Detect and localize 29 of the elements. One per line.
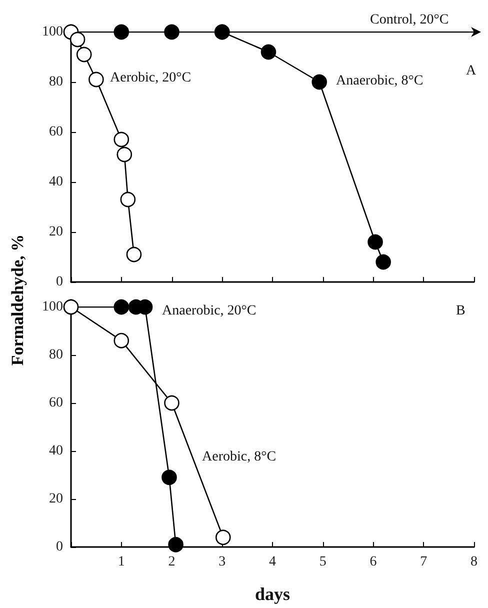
- y-tick-label: 100: [42, 300, 63, 314]
- x-tick-label: 2: [168, 554, 176, 570]
- x-tick-label: 4: [269, 554, 276, 570]
- text: Control, 20°C: [370, 12, 449, 28]
- annotation: A: [466, 64, 477, 78]
- x-tick-label: 8: [470, 554, 478, 570]
- annotation: B: [456, 304, 466, 318]
- x-tick-label: 7: [420, 554, 428, 570]
- x-axis-title: days: [254, 584, 290, 604]
- annotation: Anaerobic, 8°C: [336, 74, 424, 88]
- x-tick-label: 6: [370, 554, 377, 570]
- y-tick-label: 0: [56, 274, 63, 290]
- y-tick-label: 0: [56, 540, 63, 554]
- x-tick-label: 5: [319, 554, 326, 570]
- y-tick-label: 40: [49, 444, 63, 458]
- annotation: Anaerobic, 20°C: [162, 304, 256, 318]
- y-tick-label: 80: [49, 74, 63, 90]
- y-tick-label: 100: [42, 24, 63, 40]
- annotation: Aerobic, 8°C: [202, 450, 276, 464]
- y-axis-title: Formaldehyde, %: [8, 233, 28, 368]
- x-tick-label: 1: [118, 554, 125, 570]
- y-tick-label: 20: [49, 492, 63, 506]
- y-tick-label: 60: [49, 124, 63, 140]
- y-tick-label: 20: [49, 224, 63, 240]
- y-tick-label: 60: [49, 396, 63, 410]
- y-tick-label: 80: [49, 348, 63, 362]
- y-tick-label: 40: [49, 174, 63, 190]
- x-tick-label: 3: [218, 554, 226, 570]
- annotation: Aerobic, 20°C: [110, 70, 192, 86]
